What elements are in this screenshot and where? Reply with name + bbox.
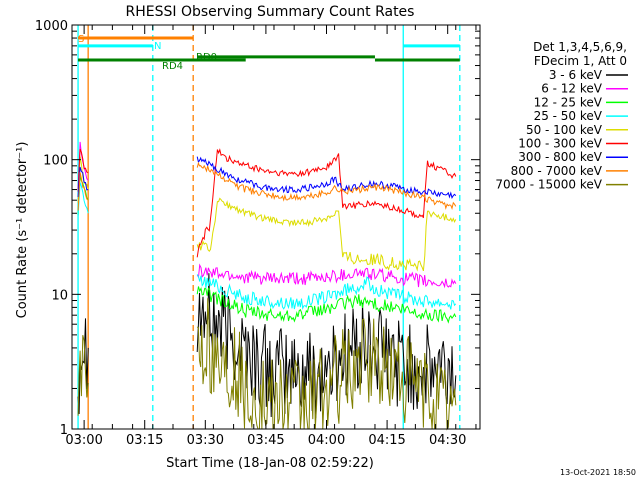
series-7 [77,156,457,199]
legend-label-1: 3 - 6 keV [549,68,603,82]
y-axis-label: Count Rate (s⁻¹ detector⁻¹) [15,142,30,319]
legend-label-9: 7000 - 15000 keV [495,178,602,192]
flag-label-n: N [154,41,161,52]
legend-label-3: 12 - 25 keV [534,95,603,109]
series-1-trace-1 [77,318,89,415]
legend-label-8: 800 - 7000 keV [511,164,603,178]
series-7-trace-1 [77,166,89,198]
x-tick-label-4: 03:45 [247,433,284,448]
flag-label-s: S [78,34,84,45]
series-9-trace-2 [196,298,457,431]
y-tick-label-100: 100 [43,154,68,169]
legend-label-6: 100 - 300 keV [518,137,602,151]
x-tick-label-5: 04:00 [308,433,345,448]
series-8 [77,161,457,211]
series-9-trace-1 [77,334,89,416]
series-7-trace-2 [196,156,457,199]
chart-title: RHESSI Observing Summary Count Rates [126,4,415,20]
x-tick-label-3: 03:30 [187,433,224,448]
y-axis: 1 10 100 1000 [35,19,480,438]
series-6 [77,148,457,258]
plot-area: S N RD0 RD4 [77,25,461,431]
x-tick-label-6: 04:15 [368,433,405,448]
legend-header-line-1: Det 1,3,4,5,6,9, [533,40,627,54]
legend-header-line-2: FDecim 1, Att 0 [534,54,627,68]
x-tick-label-7: 04:30 [429,433,466,448]
y-tick-label-10: 10 [51,288,68,303]
y-tick-label-1000: 1000 [35,19,68,34]
x-tick-label-2: 03:15 [126,433,163,448]
series-6-trace-1 [77,148,89,192]
x-axis-label: Start Time (18-Jan-08 02:59:22) [166,456,374,471]
footer-date: 13-Oct-2021 18:50 [560,468,636,477]
flag-label-rd4: RD4 [162,61,183,72]
series-8-trace-2 [196,161,457,210]
y-tick-label-1: 1 [60,423,68,438]
legend-label-4: 25 - 50 keV [534,109,603,123]
legend-label-7: 300 - 800 keV [518,150,602,164]
legend-label-2: 6 - 12 keV [541,82,603,96]
series-8-trace-1 [77,172,89,211]
x-tick-label-1: 03:00 [65,433,102,448]
series-5-trace-2 [196,197,457,272]
series-6-trace-2 [196,148,457,258]
legend: Det 1,3,4,5,6,9, FDecim 1, Att 0 3 - 6 k… [495,40,628,192]
x-axis: 03:00 03:15 03:30 03:45 04:00 04:15 04:30 [65,25,477,448]
legend-label-5: 50 - 100 keV [526,123,603,137]
series-4-trace-2 [196,274,457,311]
flag-label-rd0: RD0 [196,52,217,63]
series-9 [77,298,457,431]
plot-frame [71,24,481,430]
series-2-trace-2 [196,263,457,289]
series-3-trace-2 [196,286,457,324]
